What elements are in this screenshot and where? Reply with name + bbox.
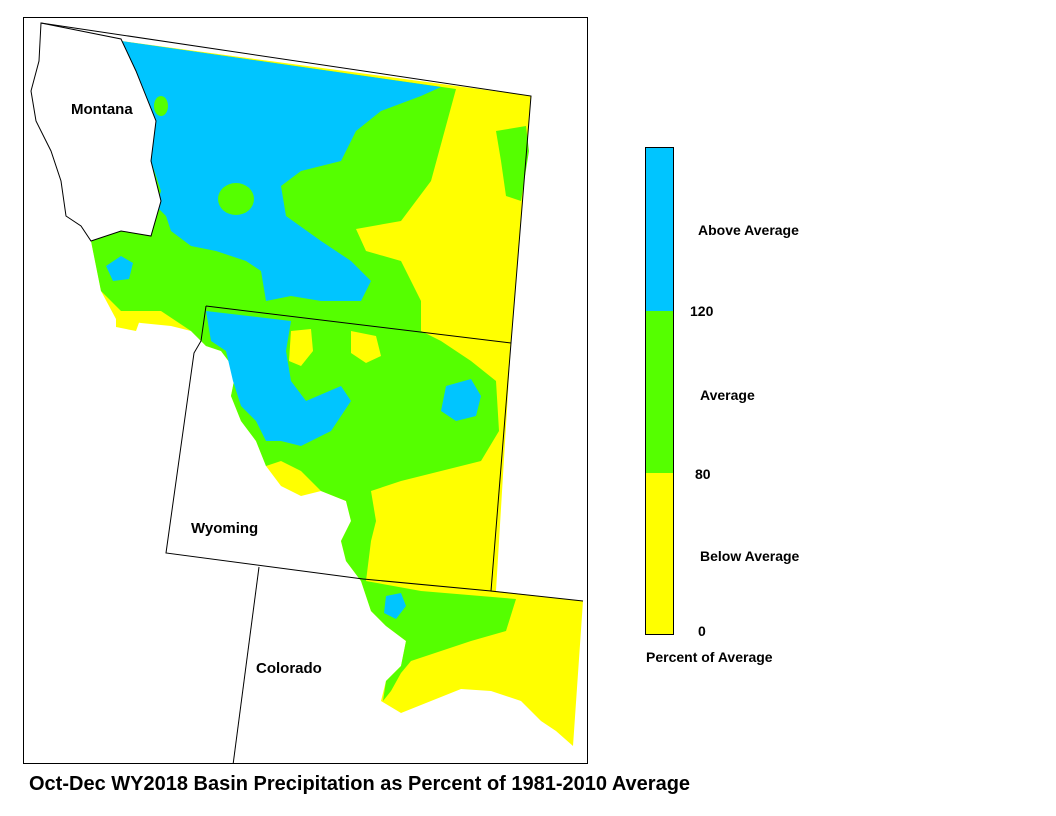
legend-average-swatch — [646, 311, 673, 473]
wyoming-colorado-border — [362, 578, 492, 592]
legend-color-bar — [645, 147, 674, 635]
montana-label: Montana — [71, 101, 133, 118]
above-average-region-south — [206, 311, 351, 446]
average-spot — [218, 183, 254, 215]
wyoming-outline — [165, 305, 364, 580]
above-average-region — [121, 41, 441, 301]
legend-title: Percent of Average — [646, 649, 773, 665]
legend-below-average-swatch — [646, 473, 673, 634]
legend-above-average-label: Above Average — [698, 222, 799, 238]
montana-wyoming-border — [205, 305, 512, 344]
wyoming-label: Wyoming — [191, 520, 259, 537]
colorado-label: Colorado — [256, 660, 322, 677]
legend-break-120: 120 — [690, 303, 714, 319]
map-caption: Oct-Dec WY2018 Basin Precipitation as Pe… — [29, 773, 691, 795]
below-average-spot — [289, 329, 313, 366]
legend-average-label: Average — [700, 387, 755, 403]
above-average-spot — [441, 379, 481, 421]
legend-break-80: 80 — [695, 466, 711, 482]
legend-below-average-label: Below Average — [700, 548, 800, 564]
map-frame: Montana Wyoming Colorado — [23, 17, 588, 764]
colorado-outline — [232, 566, 260, 763]
north-boundary — [40, 22, 584, 602]
average-region-east — [496, 126, 529, 201]
above-average-spot-colorado — [384, 593, 406, 619]
above-average-spot-west — [106, 256, 133, 281]
basin-precipitation-map — [30, 22, 584, 763]
legend-break-0: 0 — [698, 623, 706, 639]
montana-outline — [30, 22, 162, 242]
below-average-spot-3 — [116, 313, 141, 331]
average-spot-2 — [154, 96, 168, 116]
below-average-spot-2 — [351, 331, 381, 363]
legend-above-average-swatch — [646, 148, 673, 311]
